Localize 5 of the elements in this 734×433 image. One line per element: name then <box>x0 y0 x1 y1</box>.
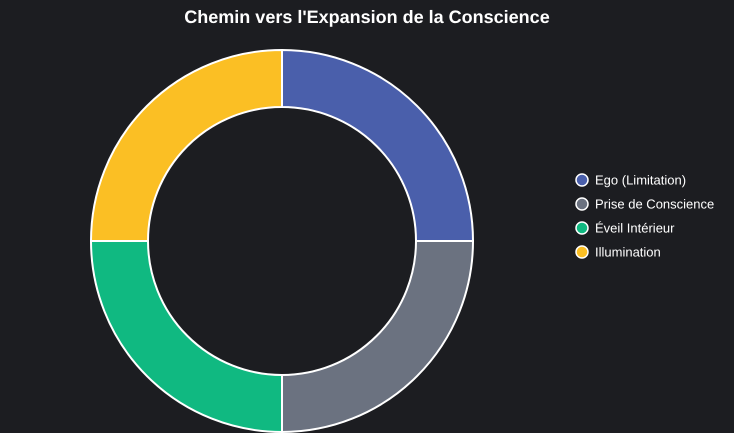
legend-label: Illumination <box>595 244 661 260</box>
chart-title: Chemin vers l'Expansion de la Conscience <box>184 7 550 27</box>
legend-label: Prise de Conscience <box>595 196 714 212</box>
legend-label: Éveil Intérieur <box>595 220 676 236</box>
legend-label: Ego (Limitation) <box>595 172 686 188</box>
